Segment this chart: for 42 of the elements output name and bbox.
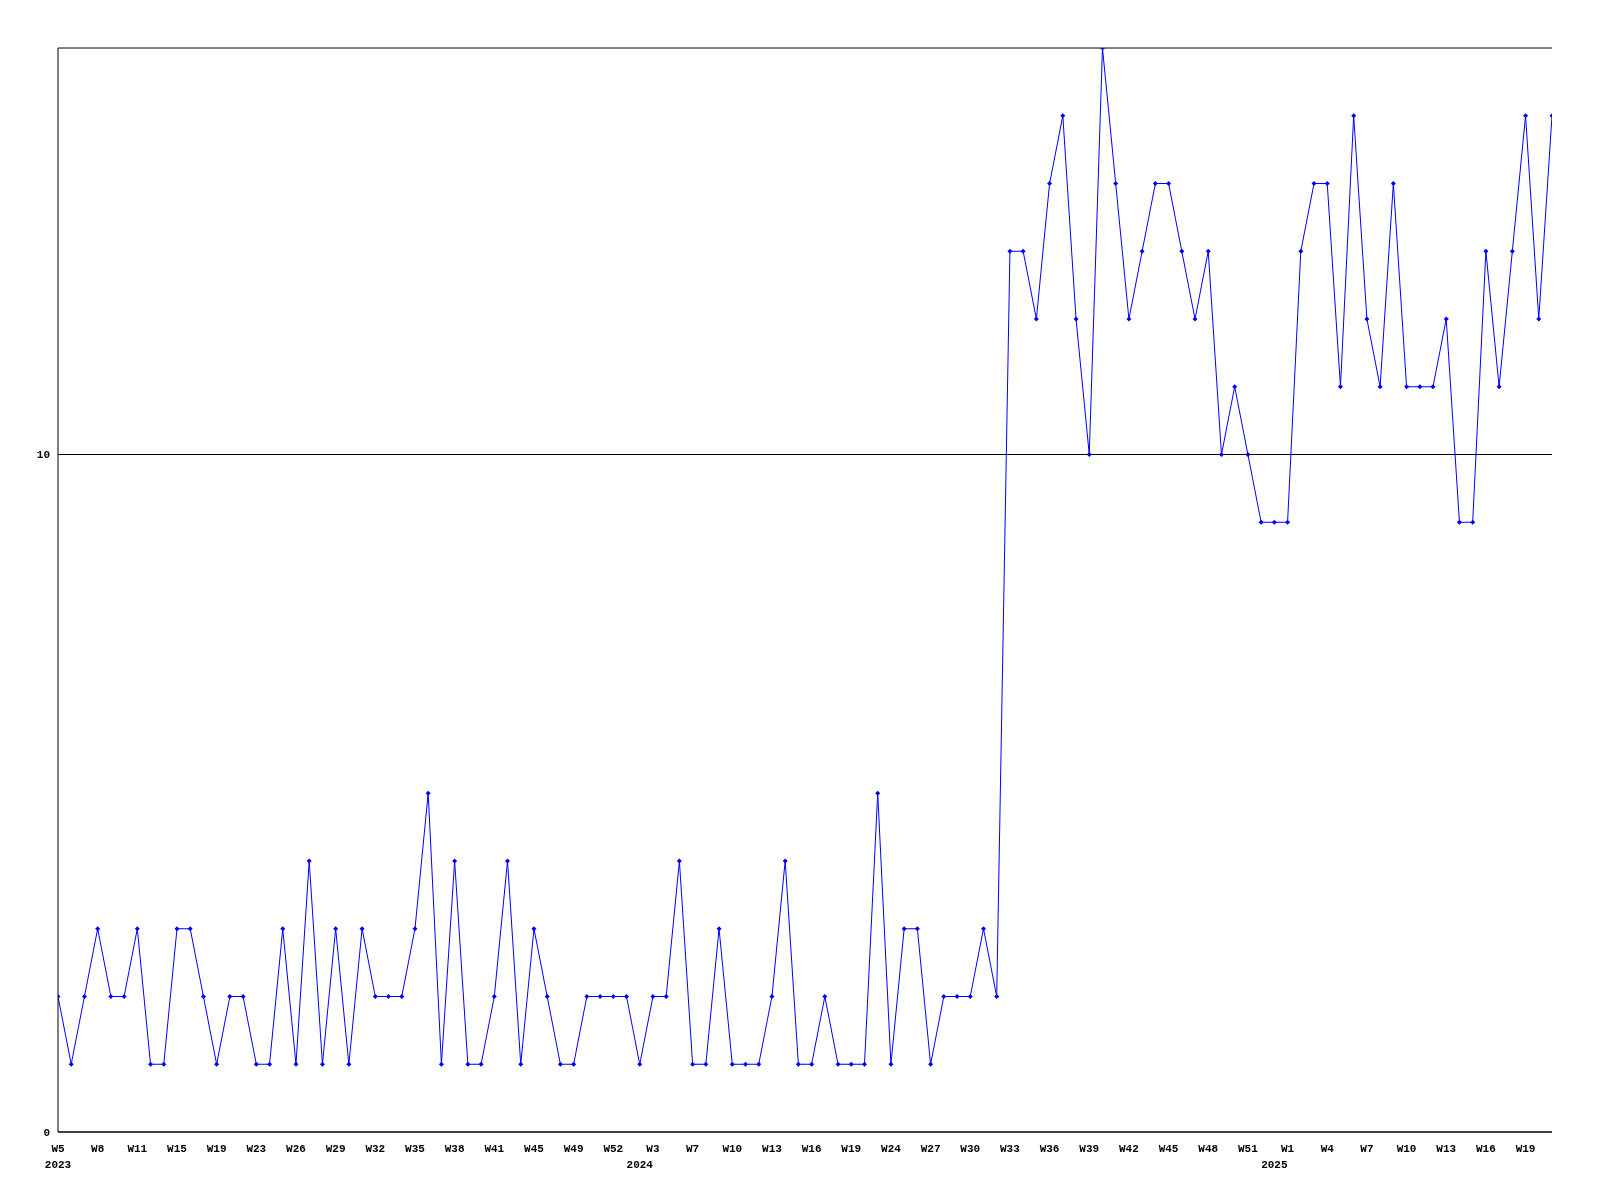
x-tick-label: W7 xyxy=(1360,1143,1374,1155)
x-tick-label: W32 xyxy=(365,1143,386,1155)
x-tick-label: W19 xyxy=(206,1143,227,1155)
x-tick-label: W36 xyxy=(1039,1143,1060,1155)
x-tick-label: W33 xyxy=(1000,1143,1021,1155)
x-tick-label: W30 xyxy=(960,1143,981,1155)
x-tick-label: W48 xyxy=(1198,1143,1219,1155)
x-tick-label: 2024 xyxy=(626,1159,654,1171)
x-tick-label: 2025 xyxy=(1261,1159,1288,1171)
x-tick-label: W39 xyxy=(1079,1143,1100,1155)
x-tick-label: W19 xyxy=(1515,1143,1536,1155)
x-tick-label: W16 xyxy=(1475,1143,1496,1155)
x-tick-label: W4 xyxy=(1320,1143,1335,1155)
x-tick-label: W5 2023 xyxy=(44,1143,72,1171)
y-tick-label: 0 xyxy=(43,1126,50,1139)
x-tick-label: W15 xyxy=(167,1143,188,1155)
x-tick-label: W27 xyxy=(920,1143,941,1155)
x-tick-label: W23 xyxy=(246,1143,267,1155)
x-tick-label: W13 xyxy=(1436,1143,1457,1155)
x-tick-label: W16 xyxy=(801,1143,822,1155)
x-tick-label: W10 xyxy=(1396,1143,1417,1155)
x-tick-label: W45 xyxy=(1158,1143,1179,1155)
x-tick-label: W13 xyxy=(762,1143,783,1155)
x-tick-label: W45 xyxy=(524,1143,545,1155)
x-tick-label: W11 xyxy=(127,1143,148,1155)
x-tick-label: W10 xyxy=(722,1143,743,1155)
x-tick-label: W8 xyxy=(91,1143,105,1155)
x-tick-label: W24 xyxy=(881,1143,902,1155)
x-tick-label: W29 xyxy=(325,1143,346,1155)
x-tick-label: W19 xyxy=(841,1143,862,1155)
x-tick-label: W42 xyxy=(1119,1143,1139,1155)
x-tick-label: W35 xyxy=(405,1143,426,1155)
x-tick-label: W49 xyxy=(563,1143,584,1155)
x-tick-label: W3 xyxy=(646,1143,660,1155)
x-tick-label: W1 xyxy=(1280,1143,1295,1155)
x-tick-label: W7 xyxy=(686,1143,700,1155)
x-tick-label: W26 xyxy=(286,1143,306,1155)
y-tick-label: 10 xyxy=(36,449,50,462)
x-tick-label: W51 xyxy=(1238,1143,1259,1155)
x-tick-label: W38 xyxy=(444,1143,465,1155)
x-tick-label: W41 xyxy=(484,1143,505,1155)
x-tick-label: W52 xyxy=(603,1143,624,1155)
